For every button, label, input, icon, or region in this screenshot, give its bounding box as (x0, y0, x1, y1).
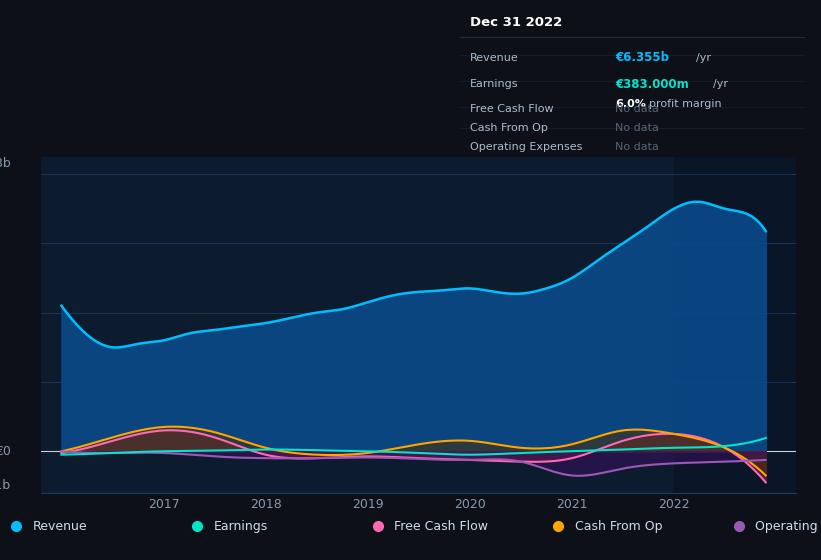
Text: Free Cash Flow: Free Cash Flow (394, 520, 488, 533)
Text: Free Cash Flow: Free Cash Flow (470, 104, 553, 114)
Text: €0: €0 (0, 445, 11, 458)
Text: profit margin: profit margin (649, 99, 722, 109)
Text: Operating Expenses: Operating Expenses (755, 520, 821, 533)
Text: Operating Expenses: Operating Expenses (470, 142, 582, 152)
Text: No data: No data (615, 104, 658, 114)
Text: No data: No data (615, 123, 658, 133)
Text: Revenue: Revenue (470, 53, 519, 63)
Bar (674, 157, 796, 493)
Text: €8b: €8b (0, 157, 11, 170)
Text: Cash From Op: Cash From Op (575, 520, 663, 533)
Text: Dec 31 2022: Dec 31 2022 (470, 16, 562, 29)
Text: Cash From Op: Cash From Op (470, 123, 548, 133)
Text: No data: No data (615, 142, 658, 152)
Text: Revenue: Revenue (33, 520, 88, 533)
Text: Earnings: Earnings (470, 79, 519, 89)
Text: 6.0%: 6.0% (615, 99, 646, 109)
Text: /yr: /yr (713, 79, 728, 89)
Text: /yr: /yr (696, 53, 711, 63)
Text: Earnings: Earnings (213, 520, 268, 533)
Text: -€1b: -€1b (0, 479, 11, 492)
Text: €6.355b: €6.355b (615, 52, 669, 64)
Text: €383.000m: €383.000m (615, 77, 689, 91)
